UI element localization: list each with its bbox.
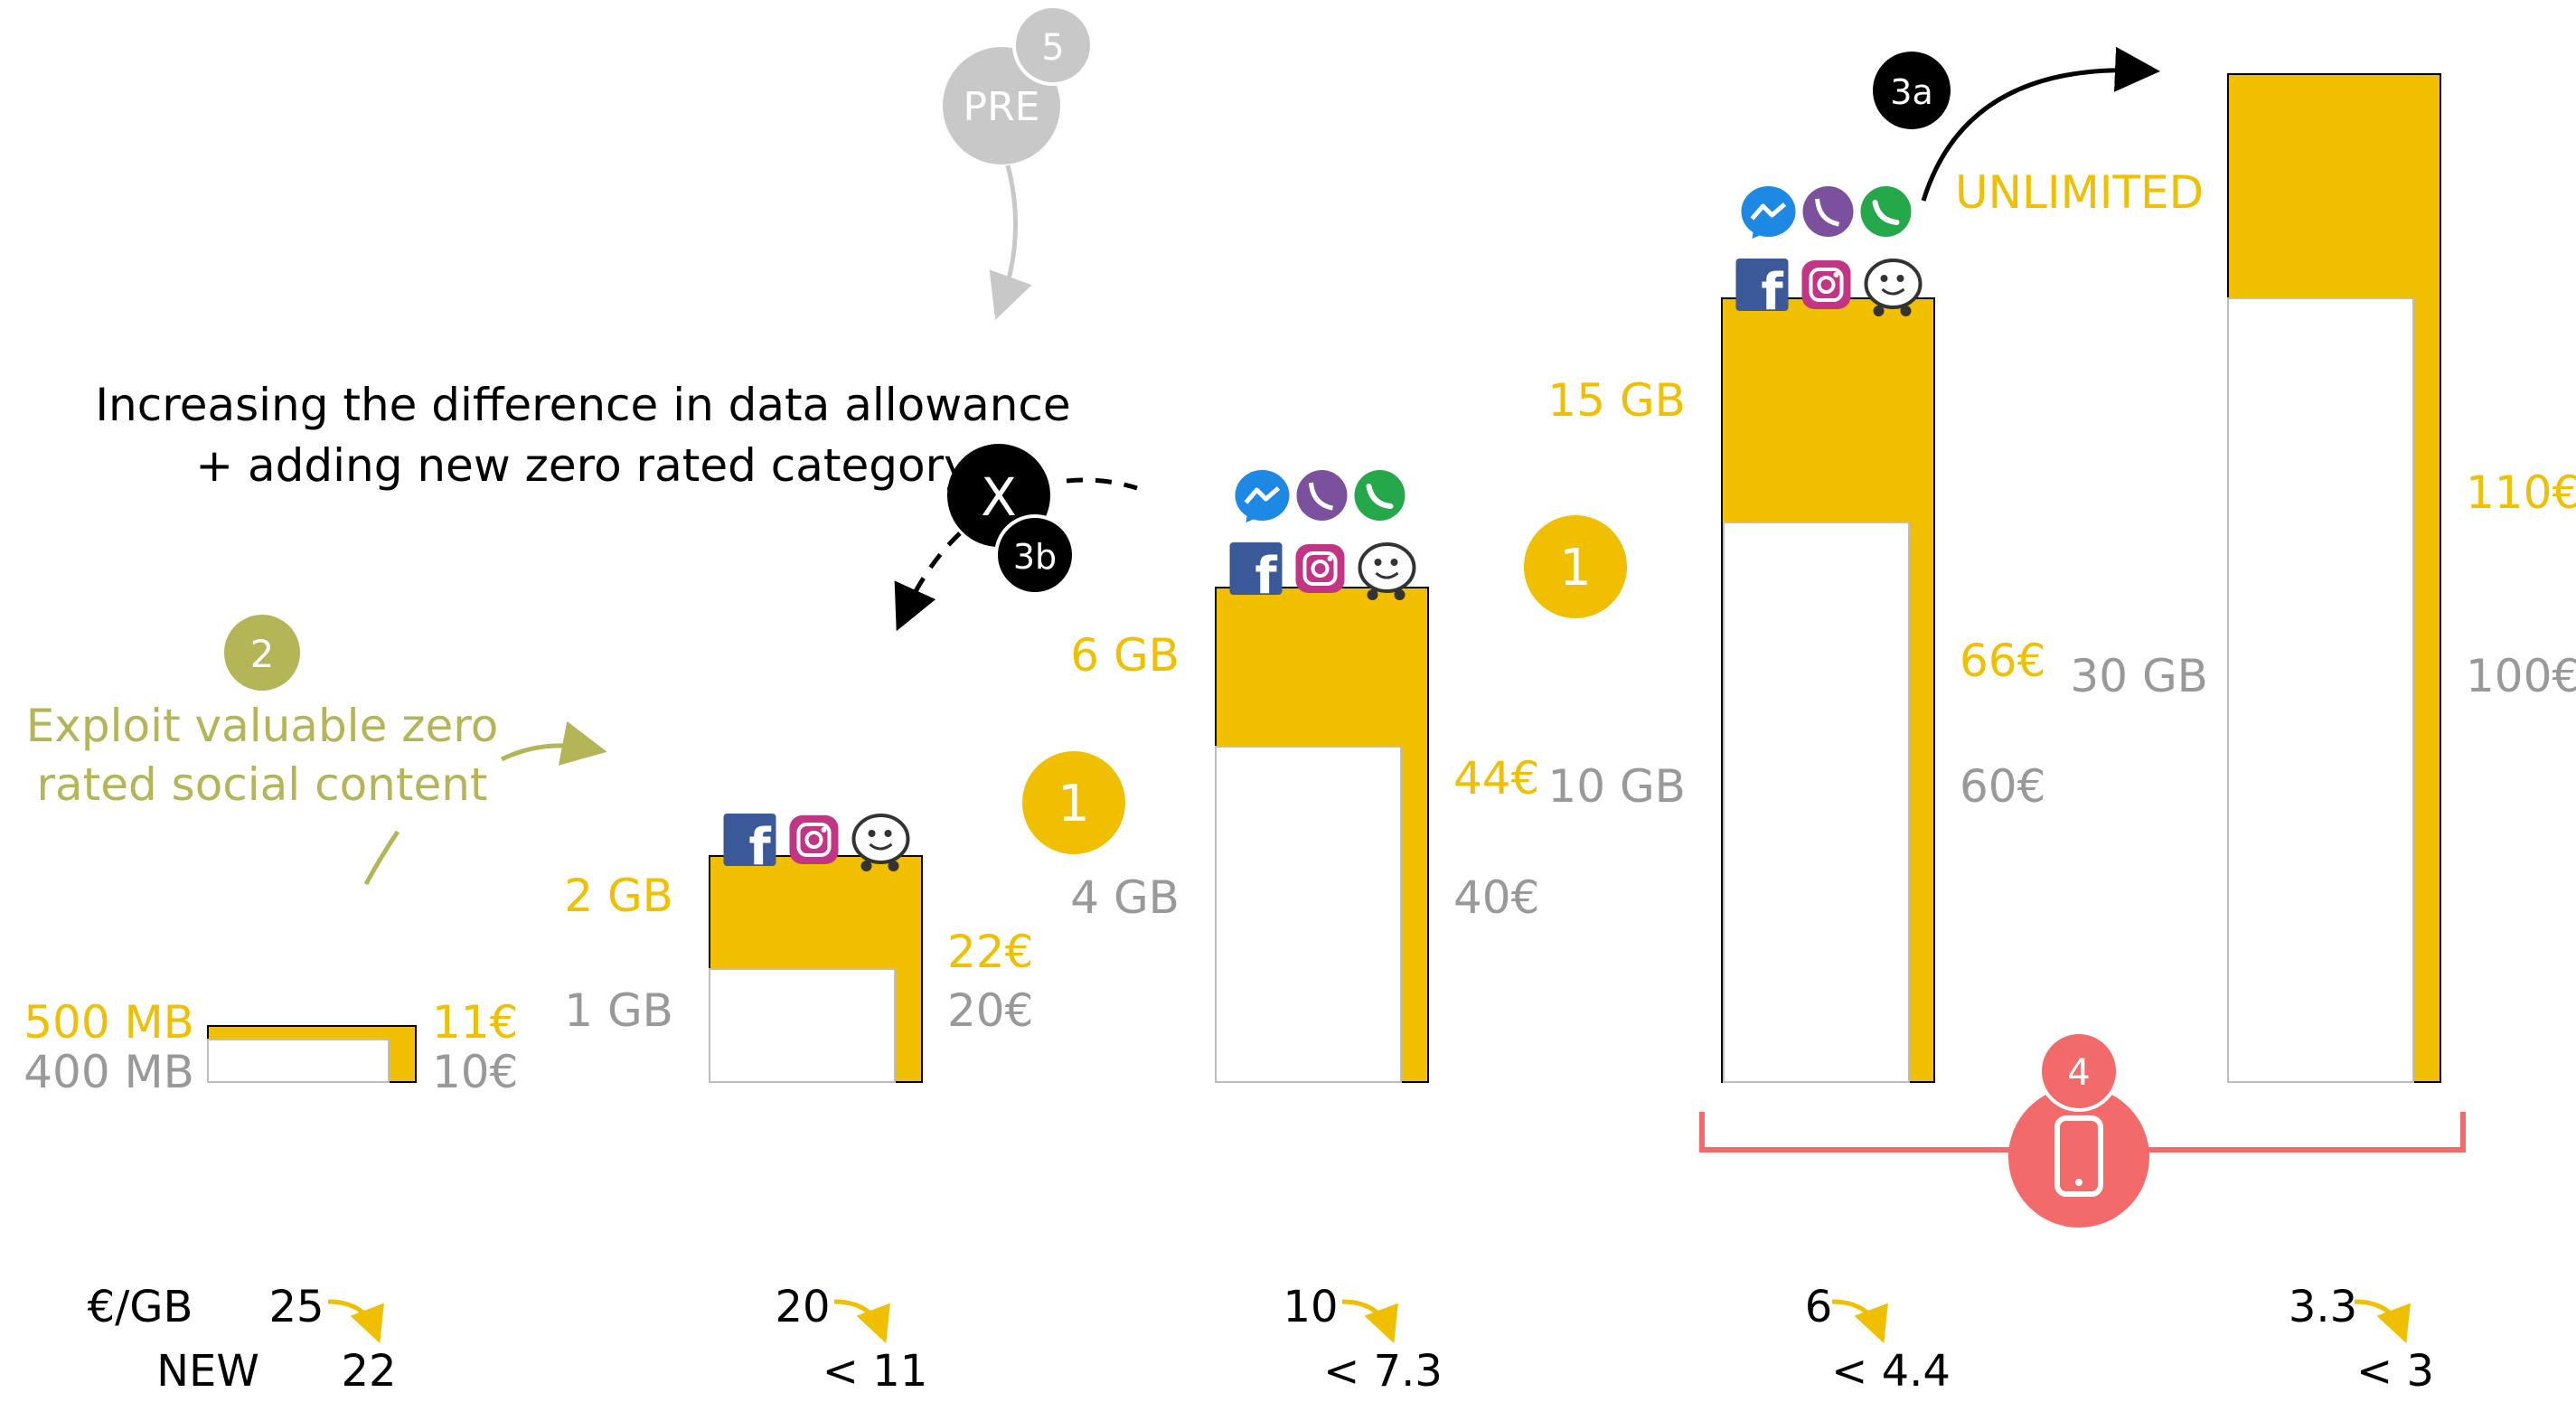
- plan-3-old-data: 4 GB: [1070, 871, 1180, 924]
- messenger-icon: [1235, 470, 1290, 522]
- eur-per-gb-label: €/GB: [88, 1282, 193, 1332]
- step-3a-marker: [1873, 52, 1951, 129]
- device-marker: [2008, 1087, 2149, 1228]
- step-3b-label: 3b: [1013, 537, 1057, 577]
- plan-1-old-eur-per-gb: 25: [268, 1282, 324, 1332]
- step-5-marker: [1012, 5, 1094, 86]
- plan-4-old-data: 10 GB: [1547, 760, 1686, 813]
- step-3a-arrow: [1921, 46, 2160, 202]
- plan-2-new-data: 2 GB: [564, 870, 673, 922]
- pre-arrow: [989, 165, 1032, 320]
- plan-4-new-eur-per-gb: < 4.4: [1831, 1346, 1951, 1397]
- plan-4-old-eur-per-gb: 6: [1805, 1282, 1833, 1332]
- plan-2-new-eur-per-gb: < 11: [823, 1346, 928, 1397]
- plan-5-new-eur-per-gb: < 3: [2356, 1346, 2434, 1397]
- step-2-label: 2: [250, 632, 275, 676]
- eur-per-gb-row: 25 22 20 < 11 10 < 7.3 6 < 4.4 3.3 < 3 €/GB NEW: [88, 1282, 2434, 1397]
- step-3a-label: 3a: [1890, 72, 1932, 112]
- plan-2-social-icons: f: [723, 814, 910, 877]
- exploit-tick: [363, 830, 400, 886]
- plan-5-new-price: 110€: [2466, 466, 2576, 519]
- plan-1-old-price: 10€: [432, 1046, 518, 1098]
- exploit-note-line-1: Exploit valuable zero: [26, 700, 499, 752]
- step-4-label: 4: [2067, 1052, 2090, 1094]
- smartphone-icon: [2054, 1115, 2103, 1197]
- plan-1-old-data: 400 MB: [24, 1046, 194, 1098]
- plan-3-new-eur-per-gb: < 7.3: [1323, 1346, 1443, 1397]
- plan-2-old-data: 1 GB: [564, 984, 673, 1037]
- step-1-marker-a: [1022, 751, 1125, 854]
- svg-text:f: f: [1761, 263, 1783, 322]
- viber-icon: [1802, 186, 1854, 237]
- zero-rated-icons: f f f: [723, 186, 1923, 877]
- plan-3-new-price: 44€: [1453, 752, 1539, 805]
- instagram-icon: [789, 815, 839, 864]
- plan-3-old-bar: [1215, 746, 1402, 1083]
- plan-2-old-price: 20€: [947, 984, 1033, 1037]
- unlimited-label: UNLIMITED: [1955, 166, 2204, 219]
- whatsapp-icon: [1354, 470, 1406, 521]
- facebook-icon: f: [723, 814, 776, 877]
- plan-1-old-bar: [207, 1039, 390, 1083]
- step-1-label-b: 1: [1559, 539, 1592, 598]
- exploit-arrow: [500, 720, 607, 766]
- plan-3-old-eur-per-gb: 10: [1283, 1282, 1338, 1332]
- plan-5-old-bar: [2227, 297, 2414, 1083]
- plan-3-old-price: 40€: [1453, 871, 1539, 924]
- plan-bars: [207, 73, 2441, 1083]
- plan-2-new-price: 22€: [947, 926, 1033, 978]
- plan-3-messaging-icons: [1235, 470, 1406, 522]
- plan-2-old-eur-per-gb: 20: [775, 1282, 830, 1332]
- pre-label: PRE: [964, 84, 1040, 130]
- plan-4-old-bar: [1723, 522, 1910, 1083]
- plan-1-decrease-arrow: [327, 1299, 384, 1344]
- step-2-marker: [224, 615, 300, 691]
- plan-5-old-data: 30 GB: [2070, 650, 2208, 702]
- plan-4-old-price: 60€: [1960, 760, 2045, 813]
- viber-icon: [1296, 470, 1348, 521]
- plan-2-old-bar: [709, 968, 896, 1083]
- facebook-icon: f: [1229, 542, 1283, 606]
- waze-icon: [1864, 259, 1923, 316]
- facebook-icon: f: [1735, 259, 1789, 322]
- x-label: X: [981, 466, 1017, 528]
- plan-3-decrease-arrow: [1341, 1299, 1398, 1344]
- plan-1-new-data: 500 MB: [24, 996, 194, 1049]
- headline-line-2: + adding new zero rated category: [195, 439, 970, 492]
- plan-5-old-eur-per-gb: 3.3: [2289, 1282, 2357, 1332]
- step-1-marker-b: [1524, 515, 1627, 618]
- step-3b-marker: [994, 514, 1076, 596]
- x-dash-arrow-down: [894, 532, 962, 632]
- plan-5-decrease-arrow: [2354, 1299, 2411, 1344]
- whatsapp-icon: [1860, 186, 1912, 237]
- svg-text:f: f: [1255, 547, 1277, 606]
- plan-4-decrease-arrow: [1831, 1299, 1888, 1344]
- step-5-label: 5: [1041, 27, 1064, 69]
- plan-4-new-data: 15 GB: [1547, 374, 1686, 427]
- plan-1-new-price: 11€: [432, 996, 518, 1049]
- instagram-icon: [1295, 544, 1345, 593]
- messenger-icon: [1741, 186, 1796, 239]
- step-1-label-a: 1: [1058, 775, 1090, 833]
- exploit-note-line-2: rated social content: [36, 758, 487, 811]
- plan-4-new-price: 66€: [1960, 635, 2045, 687]
- svg-text:f: f: [748, 818, 771, 877]
- plan-2-decrease-arrow: [833, 1299, 890, 1344]
- waze-icon: [1358, 542, 1416, 600]
- x-dash-right: [1066, 477, 1138, 491]
- plan-4-messaging-icons: [1741, 186, 1912, 239]
- plan-5-old-price: 100€: [2466, 650, 2576, 702]
- headline-line-1: Increasing the difference in data allowa…: [95, 379, 1070, 431]
- waze-icon: [851, 814, 910, 871]
- plan-1-new-eur-per-gb: 22: [341, 1346, 396, 1397]
- plan-3-new-data: 6 GB: [1070, 629, 1180, 682]
- plan-3-social-icons: f: [1229, 542, 1416, 606]
- new-label: NEW: [156, 1346, 259, 1397]
- instagram-icon: [1801, 260, 1851, 309]
- step-4-marker: [2038, 1030, 2120, 1112]
- plan-4-social-icons: f: [1735, 259, 1923, 322]
